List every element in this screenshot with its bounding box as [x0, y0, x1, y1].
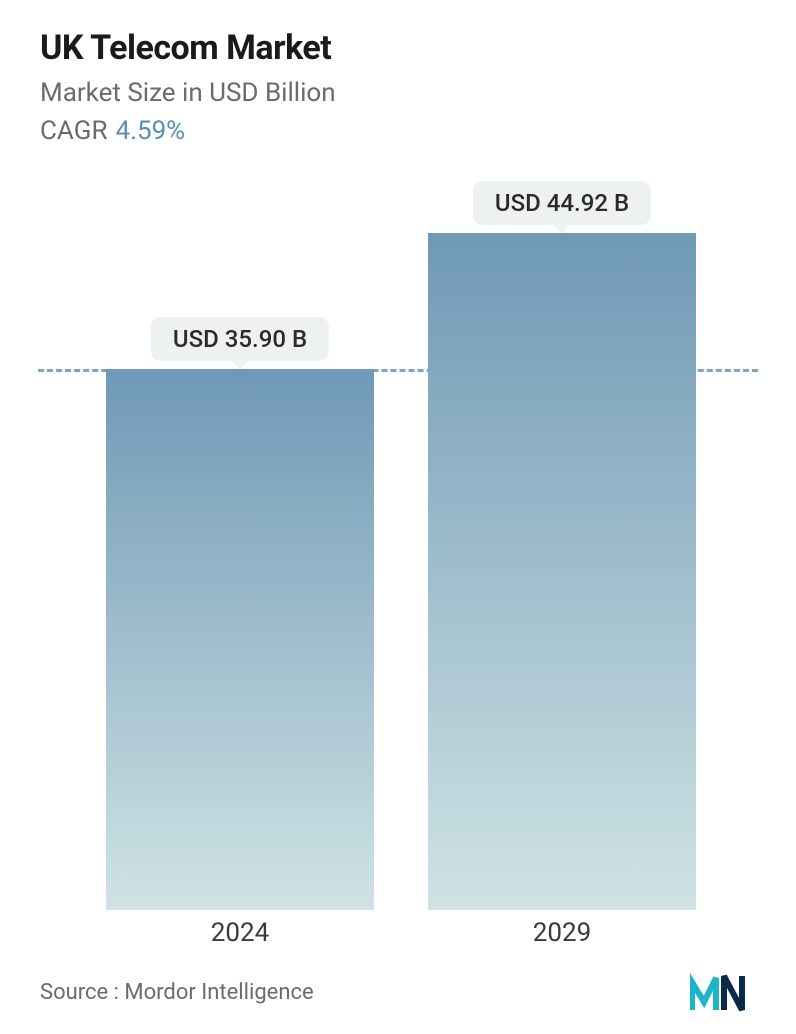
x-axis-labels: 2024 2029 [0, 918, 796, 958]
chart-title: UK Telecom Market [40, 28, 756, 68]
chart-subtitle: Market Size in USD Billion [40, 78, 756, 108]
logo-stroke-n [724, 976, 742, 1010]
logo-stroke-m [692, 978, 716, 1010]
chart-footer: Source : Mordor Intelligence [40, 972, 756, 1012]
source-text: Source : Mordor Intelligence [40, 980, 314, 1005]
bar-fill [428, 233, 696, 910]
chart-header: UK Telecom Market Market Size in USD Bil… [0, 0, 796, 146]
cagr-label: CAGR [40, 116, 107, 146]
x-axis-label: 2024 [211, 918, 269, 948]
bar-2024: USD 35.90 B [106, 369, 374, 910]
cagr-value: 4.59% [115, 116, 185, 146]
value-badge: USD 44.92 B [473, 181, 651, 225]
bar-fill [106, 369, 374, 910]
brand-logo-icon [690, 972, 756, 1012]
value-badge: USD 35.90 B [151, 317, 329, 361]
bar-2029: USD 44.92 B [428, 233, 696, 910]
x-axis-label: 2029 [533, 918, 591, 948]
cagr-line: CAGR 4.59% [40, 116, 756, 146]
chart-plot-area: USD 35.90 BUSD 44.92 B [0, 190, 796, 910]
